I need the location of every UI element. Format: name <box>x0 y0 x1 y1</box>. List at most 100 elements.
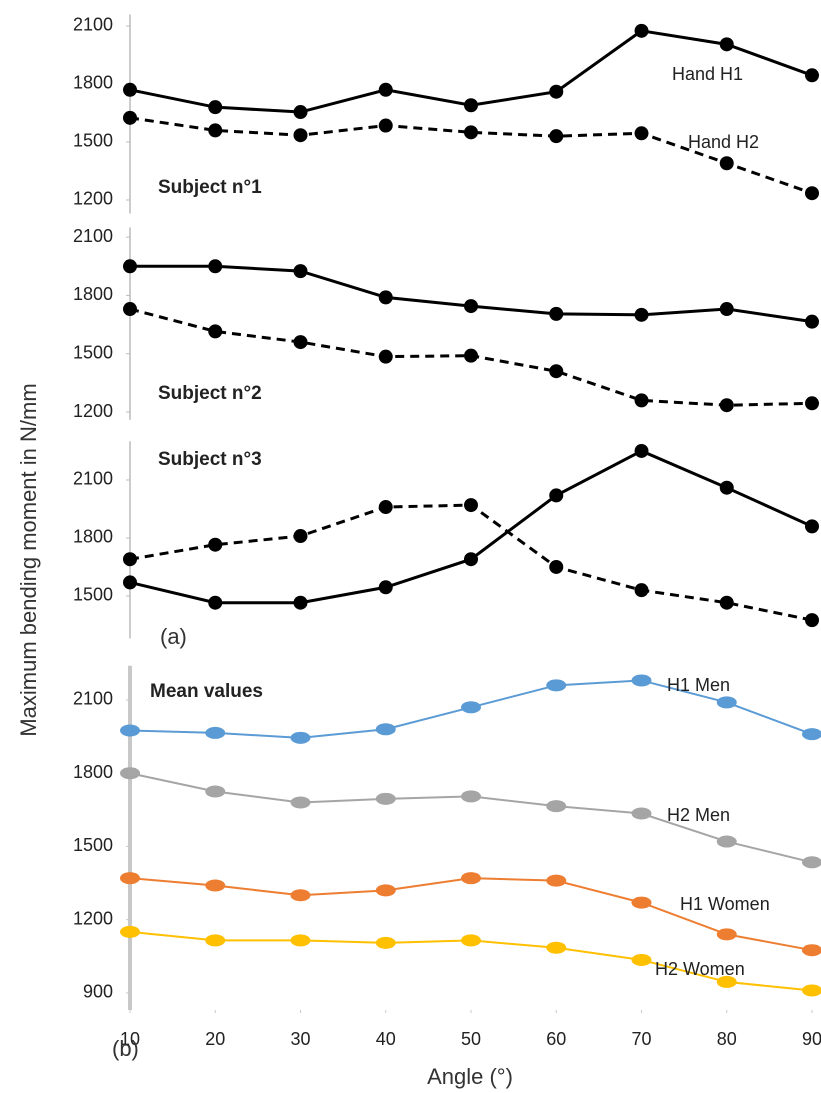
y-tick-label: 1500 <box>73 585 113 605</box>
point <box>120 767 140 780</box>
point <box>293 529 308 544</box>
point <box>375 936 396 949</box>
point <box>378 500 393 515</box>
series-line <box>129 449 813 605</box>
point <box>378 82 393 97</box>
point <box>293 595 308 610</box>
point <box>461 790 481 803</box>
point <box>461 872 481 885</box>
point <box>375 723 396 736</box>
point <box>293 128 308 143</box>
point <box>123 259 137 274</box>
x-tick-label: 90 <box>802 1029 821 1049</box>
point <box>464 299 478 314</box>
point <box>805 519 819 534</box>
point <box>805 613 819 628</box>
point <box>549 488 564 503</box>
point <box>208 100 223 115</box>
series-label: H2 Women <box>655 959 745 979</box>
point <box>802 856 821 869</box>
point <box>631 896 652 909</box>
point <box>719 302 734 317</box>
point <box>805 186 819 201</box>
point <box>205 934 226 947</box>
point <box>461 934 481 947</box>
y-tick-label: 2100 <box>73 15 113 35</box>
point <box>634 583 649 598</box>
point <box>378 580 393 595</box>
y-tick-label: 1500 <box>73 131 113 151</box>
point <box>123 110 137 125</box>
point <box>464 498 478 513</box>
point <box>293 264 308 279</box>
point <box>378 118 393 133</box>
point <box>461 701 481 714</box>
point <box>208 537 223 552</box>
point <box>290 796 311 809</box>
panel-title: Subject n°2 <box>158 383 262 404</box>
x-tick-label: 20 <box>205 1029 225 1049</box>
y-tick-label: 1200 <box>73 401 113 421</box>
point <box>120 925 140 938</box>
point <box>464 348 478 363</box>
y-tick-label: 1500 <box>73 835 113 855</box>
x-tick-label: 30 <box>290 1029 310 1049</box>
point <box>120 724 140 737</box>
x-tick-label: 50 <box>461 1029 481 1049</box>
point <box>634 443 649 458</box>
series-label: Hand H2 <box>688 132 759 152</box>
point <box>634 23 649 38</box>
y-tick-label: 900 <box>83 982 113 1002</box>
point <box>719 480 734 495</box>
point <box>205 785 226 798</box>
x-tick-label: 80 <box>717 1029 737 1049</box>
point <box>205 726 226 739</box>
y-axis-title: Maximum bending moment in N/mm <box>16 383 41 736</box>
point <box>375 792 396 805</box>
point <box>378 349 393 364</box>
point <box>719 595 734 610</box>
point <box>123 302 137 317</box>
point <box>549 559 564 574</box>
point <box>375 884 396 897</box>
point <box>123 552 137 567</box>
series-line <box>129 116 813 195</box>
point <box>546 679 567 692</box>
point <box>464 98 478 113</box>
point <box>293 105 308 120</box>
y-tick-label: 1200 <box>73 908 113 928</box>
point <box>293 335 308 350</box>
x-tick-label: 40 <box>376 1029 396 1049</box>
y-tick-label: 1800 <box>73 762 113 782</box>
y-tick-label: 1200 <box>73 189 113 209</box>
point <box>549 364 564 379</box>
point <box>802 984 821 997</box>
panel-label: (b) <box>112 1036 139 1061</box>
point <box>716 975 737 988</box>
point <box>208 123 223 138</box>
point <box>378 290 393 305</box>
point <box>716 928 737 941</box>
x-tick-label: 10 <box>120 1029 140 1049</box>
series-label: Hand H1 <box>672 64 743 84</box>
y-tick-label: 1800 <box>73 284 113 304</box>
point <box>631 953 652 966</box>
point <box>290 889 311 902</box>
point <box>719 37 734 52</box>
point <box>716 696 737 709</box>
point <box>716 835 737 848</box>
y-tick-label: 1800 <box>73 527 113 547</box>
point <box>805 68 819 83</box>
point <box>802 944 821 957</box>
point <box>631 807 652 820</box>
point <box>719 398 734 413</box>
point <box>802 728 821 741</box>
point <box>290 731 311 744</box>
point <box>120 872 140 885</box>
point <box>208 595 223 610</box>
point <box>805 314 819 329</box>
x-tick-label: 60 <box>546 1029 566 1049</box>
panel-label: (a) <box>160 624 187 649</box>
point <box>634 393 649 408</box>
point <box>205 879 226 892</box>
